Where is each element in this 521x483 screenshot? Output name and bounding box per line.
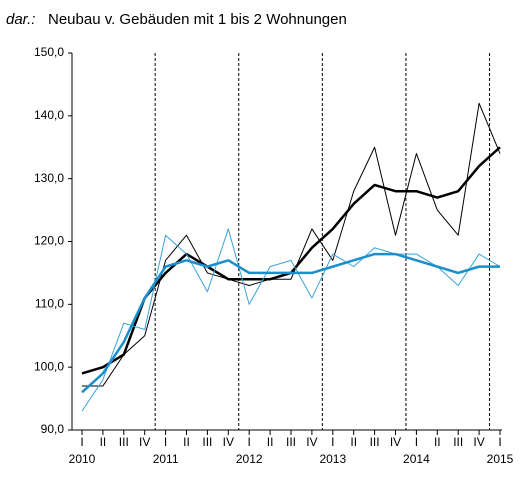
year-label: 2010: [69, 452, 96, 466]
x-tick-label: III: [453, 435, 463, 449]
x-tick-label: II: [434, 435, 441, 449]
y-tick-label: 130,0: [34, 171, 64, 185]
chart-title: Neubau v. Gebäuden mit 1 bis 2 Wohnungen: [48, 11, 347, 28]
series-line: [81, 228, 501, 412]
year-label: 2014: [403, 452, 430, 466]
x-tick-label: I: [80, 435, 83, 449]
y-tick-label: 150,0: [34, 45, 64, 59]
x-tick-label: I: [415, 435, 418, 449]
y-tick-label: 120,0: [34, 234, 64, 248]
year-label: 2013: [319, 452, 346, 466]
x-tick-label: II: [183, 435, 190, 449]
x-tick-label: III: [119, 435, 129, 449]
year-label: 2012: [236, 452, 263, 466]
year-label: 2011: [153, 452, 179, 466]
y-tick-label: 140,0: [34, 108, 64, 122]
x-tick-label: I: [498, 435, 501, 449]
x-tick-label: I: [248, 435, 251, 449]
x-tick-label: III: [370, 435, 380, 449]
x-tick-label: IV: [139, 435, 150, 449]
x-tick-label: I: [164, 435, 167, 449]
year-label: 2015: [487, 452, 514, 466]
y-tick-label: 110,0: [35, 297, 64, 311]
x-tick-label: III: [286, 435, 296, 449]
title-prefix: dar.:: [6, 11, 35, 28]
series-line: [81, 252, 500, 394]
x-tick-label: II: [100, 435, 107, 449]
y-tick-label: 90,0: [41, 422, 65, 436]
x-tick-label: IV: [473, 435, 484, 449]
series-line: [82, 102, 501, 387]
x-tick-label: I: [331, 435, 334, 449]
x-tick-label: III: [202, 435, 212, 449]
x-tick-label: II: [350, 435, 357, 449]
x-tick-label: IV: [223, 435, 234, 449]
x-tick-label: IV: [306, 435, 317, 449]
x-tick-label: II: [267, 435, 274, 449]
y-tick-label: 100,0: [34, 359, 64, 373]
x-tick-label: IV: [390, 435, 401, 449]
